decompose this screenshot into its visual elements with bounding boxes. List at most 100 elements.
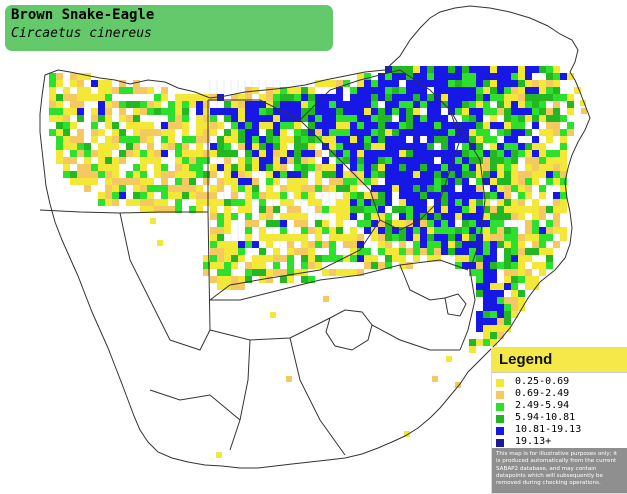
grid-cell [357, 178, 364, 185]
grid-cell [308, 241, 315, 248]
grid-cell [245, 94, 252, 101]
grid-cell [301, 227, 308, 234]
grid-cell [462, 157, 469, 164]
grid-cell [455, 108, 462, 115]
grid-cell [504, 94, 511, 101]
grid-cell [301, 115, 308, 122]
grid-cell [378, 192, 385, 199]
grid-cell [406, 213, 413, 220]
grid-cell [427, 185, 434, 192]
grid-cell [336, 136, 343, 143]
grid-cell [441, 164, 448, 171]
grid-cell [441, 129, 448, 136]
grid-cell [259, 248, 266, 255]
grid-cell [56, 143, 63, 150]
grid-cell [406, 115, 413, 122]
grid-cell [490, 262, 497, 269]
grid-cell [98, 199, 105, 206]
grid-cell [511, 234, 518, 241]
grid-cell [175, 157, 182, 164]
grid-cell [245, 192, 252, 199]
grid-cell [560, 136, 567, 143]
grid-cell [56, 129, 63, 136]
grid-cell [364, 87, 371, 94]
grid-cell [504, 115, 511, 122]
grid-cell [266, 143, 273, 150]
grid-cell [469, 157, 476, 164]
grid-cell [476, 164, 483, 171]
grid-cell [105, 143, 112, 150]
grid-cell [140, 199, 147, 206]
grid-cell [70, 94, 77, 101]
grid-cell [266, 164, 273, 171]
grid-cell [392, 248, 399, 255]
grid-cell [301, 185, 308, 192]
grid-cell [427, 101, 434, 108]
grid-cell [427, 248, 434, 255]
grid-cell [532, 206, 539, 213]
grid-cell [329, 269, 336, 276]
grid-cell [308, 108, 315, 115]
grid-cell [441, 248, 448, 255]
grid-cell [455, 234, 462, 241]
grid-cell [413, 87, 420, 94]
grid-cell [427, 157, 434, 164]
grid-cell [98, 129, 105, 136]
grid-cell [483, 297, 490, 304]
grid-cell [539, 262, 546, 269]
grid-cell [357, 129, 364, 136]
grid-cell [462, 80, 469, 87]
grid-cell [133, 171, 140, 178]
border-province-g [169, 329, 211, 351]
grid-cell [504, 325, 511, 332]
grid-cell [238, 101, 245, 108]
grid-cell [546, 164, 553, 171]
grid-cell [84, 164, 91, 171]
grid-cell [546, 234, 553, 241]
grid-cell [518, 269, 525, 276]
grid-cell [259, 143, 266, 150]
grid-cell [490, 304, 497, 311]
grid-cell [77, 87, 84, 94]
grid-cell [308, 87, 315, 94]
grid-cell [448, 234, 455, 241]
grid-cell [371, 171, 378, 178]
grid-cell [420, 227, 427, 234]
grid-cell [112, 171, 119, 178]
grid-cell [455, 129, 462, 136]
border-namibia-east [207, 100, 211, 331]
grid-cell [385, 213, 392, 220]
grid-cell [399, 192, 406, 199]
grid-cell [378, 199, 385, 206]
grid-cell [308, 164, 315, 171]
grid-cell [392, 122, 399, 129]
grid-cell [210, 248, 217, 255]
grid-cell [189, 164, 196, 171]
grid-cell [476, 129, 483, 136]
grid-cell [371, 234, 378, 241]
grid-cell [322, 94, 329, 101]
grid-cell [98, 87, 105, 94]
grid-cell [161, 122, 168, 129]
grid-cell [497, 227, 504, 234]
grid-cell [462, 101, 469, 108]
grid-cell [266, 157, 273, 164]
grid-cell [476, 66, 483, 73]
grid-cell [133, 178, 140, 185]
grid-cell [119, 192, 126, 199]
grid-cell [280, 115, 287, 122]
grid-cell [126, 136, 133, 143]
grid-cell [448, 178, 455, 185]
grid-cell [546, 136, 553, 143]
grid-cell [175, 101, 182, 108]
grid-cell [441, 241, 448, 248]
grid-cell [560, 73, 567, 80]
grid-cell [518, 73, 525, 80]
grid-cell [371, 87, 378, 94]
grid-cell [322, 185, 329, 192]
grid-cell [420, 150, 427, 157]
grid-cell [322, 101, 329, 108]
grid-cell [497, 332, 504, 339]
grid-cell [343, 143, 350, 150]
grid-cell [147, 206, 154, 213]
